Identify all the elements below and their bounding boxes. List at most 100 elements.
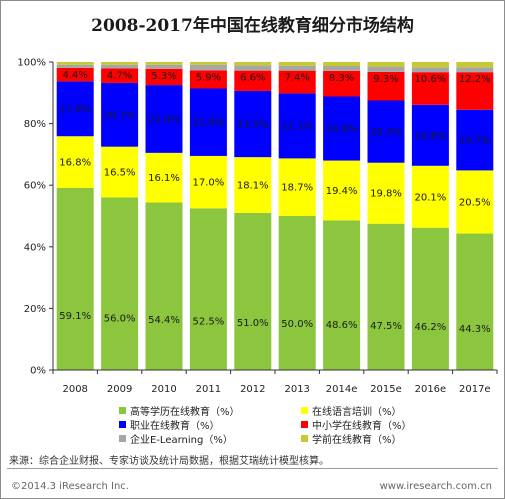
bar-segment bbox=[367, 223, 405, 370]
bar-segment bbox=[145, 64, 183, 69]
x-tick-label: 2012 bbox=[240, 384, 265, 395]
bar-segment bbox=[145, 62, 183, 65]
bar-segment bbox=[189, 88, 227, 156]
data-label: 4.4% bbox=[62, 70, 87, 81]
x-tick-label: 2016e bbox=[415, 384, 447, 395]
bar-segment bbox=[278, 158, 316, 216]
data-label: 18.1% bbox=[237, 181, 269, 192]
data-label: 20.7% bbox=[104, 110, 136, 121]
bar-segment bbox=[456, 67, 494, 73]
data-label: 21.5% bbox=[237, 120, 269, 131]
data-label: 20.5% bbox=[459, 197, 491, 208]
bar-segment bbox=[145, 202, 183, 370]
bar-segment bbox=[101, 62, 139, 65]
bar-segment bbox=[323, 220, 361, 370]
bar-segment bbox=[278, 93, 316, 159]
legend-swatch bbox=[119, 434, 126, 442]
bars: 59.1% 16.8% 17.8% 4.4% 56.0% 16.5% 20.7% 4.7% 54… bbox=[56, 62, 494, 370]
bar-segment bbox=[234, 212, 272, 370]
data-label: 17.0% bbox=[193, 178, 225, 189]
data-label: 20.1% bbox=[415, 192, 447, 203]
data-label: 46.2% bbox=[415, 322, 447, 333]
data-label: 44.3% bbox=[459, 324, 491, 335]
data-label: 19.4% bbox=[326, 186, 358, 197]
bar-segment bbox=[411, 72, 449, 105]
data-label: 6.6% bbox=[240, 73, 265, 84]
bar-segment bbox=[367, 62, 405, 67]
website-link[interactable]: www.iresearch.com.cn bbox=[379, 481, 492, 492]
data-label: 59.1% bbox=[59, 311, 91, 322]
x-tick-label: 2014e bbox=[326, 384, 358, 395]
legend-item: 高等学历在线教育（%） bbox=[119, 403, 301, 418]
data-label: 10.6% bbox=[415, 74, 447, 85]
bar-segment bbox=[189, 208, 227, 370]
bar-segment bbox=[56, 187, 94, 370]
legend-item: 在线语言培训（%） bbox=[301, 403, 491, 418]
data-label: 18.7% bbox=[281, 183, 313, 194]
bar-segment bbox=[323, 66, 361, 71]
data-label: 54.4% bbox=[148, 315, 180, 326]
legend-swatch bbox=[301, 406, 308, 414]
bar-segment bbox=[456, 170, 494, 234]
data-label: 19.8% bbox=[415, 131, 447, 142]
data-label: 22.0% bbox=[148, 114, 180, 125]
bar-segment bbox=[411, 62, 449, 68]
data-label: 5.9% bbox=[196, 72, 221, 83]
bar-segment bbox=[234, 70, 272, 91]
footer-divider bbox=[7, 468, 498, 469]
legend-swatch bbox=[119, 406, 126, 414]
bar-segment bbox=[189, 155, 227, 209]
bar-segment bbox=[323, 70, 361, 97]
data-label: 21.9% bbox=[193, 118, 225, 129]
y-tick-label: 20% bbox=[24, 304, 46, 315]
bar-segment bbox=[56, 67, 94, 82]
data-label: 9.3% bbox=[373, 74, 398, 85]
bar-segment bbox=[101, 64, 139, 69]
bar-segment bbox=[278, 70, 316, 94]
bar-segment bbox=[456, 233, 494, 370]
bar-segment bbox=[278, 65, 316, 71]
legend-label: 高等学历在线教育（%） bbox=[130, 406, 240, 418]
bar-segment bbox=[234, 90, 272, 158]
bar-segment bbox=[411, 67, 449, 73]
bar-segment bbox=[367, 66, 405, 72]
data-label: 52.5% bbox=[193, 317, 225, 328]
data-label: 5.3% bbox=[151, 71, 176, 82]
y-tick-label: 80% bbox=[24, 119, 46, 130]
legend-swatch bbox=[119, 420, 126, 428]
bar-segment bbox=[234, 65, 272, 71]
legend-item: 学前在线教育（%） bbox=[301, 431, 491, 446]
bar-segment bbox=[145, 68, 183, 86]
data-label: 50.0% bbox=[281, 319, 313, 330]
data-label: 16.1% bbox=[148, 173, 180, 184]
legend-label: 学前在线教育（%） bbox=[312, 434, 402, 446]
y-tick-label: 0% bbox=[30, 366, 46, 377]
x-tick-label: 2017e bbox=[459, 384, 491, 395]
data-label: 20.8% bbox=[326, 124, 358, 135]
bar-segment bbox=[56, 62, 94, 65]
x-tick-label: 2015e bbox=[370, 384, 402, 395]
legend: 高等学历在线教育（%） 在线语言培训（%） 职业在线教育（%） 中小学在线教育（%） 企… bbox=[119, 403, 499, 446]
chart-plot: 0% 20% 40% 60% 80% 100% 59.1% 16.8% 17.8% 4.4% 56… bbox=[17, 58, 498, 395]
bar-segment bbox=[234, 62, 272, 66]
y-tick-label: 60% bbox=[24, 181, 46, 192]
x-tick-label: 2013 bbox=[284, 384, 309, 395]
bar-segment bbox=[56, 64, 94, 68]
data-label: 16.8% bbox=[59, 158, 91, 169]
bar-segment bbox=[323, 96, 361, 161]
data-label: 21.1% bbox=[281, 121, 313, 132]
data-label: 12.2% bbox=[459, 74, 491, 85]
y-tick-label: 40% bbox=[24, 242, 46, 253]
bar-segment bbox=[101, 146, 139, 198]
x-tick-label: 2009 bbox=[107, 384, 132, 395]
data-label: 56.0% bbox=[104, 314, 136, 325]
x-axis: 2008 2009 2010 2011 2012 2013 2014e 2015e 2016e 2… bbox=[52, 369, 498, 395]
legend-label: 在线语言培训（%） bbox=[312, 406, 402, 418]
bar-segment bbox=[189, 64, 227, 71]
legend-label: 企业E-Learning（%） bbox=[130, 434, 233, 446]
data-label: 8.3% bbox=[329, 73, 354, 84]
bar-segment bbox=[456, 62, 494, 68]
data-label: 48.6% bbox=[326, 320, 358, 331]
bar-segment bbox=[278, 216, 316, 370]
data-label: 17.8% bbox=[59, 104, 91, 115]
